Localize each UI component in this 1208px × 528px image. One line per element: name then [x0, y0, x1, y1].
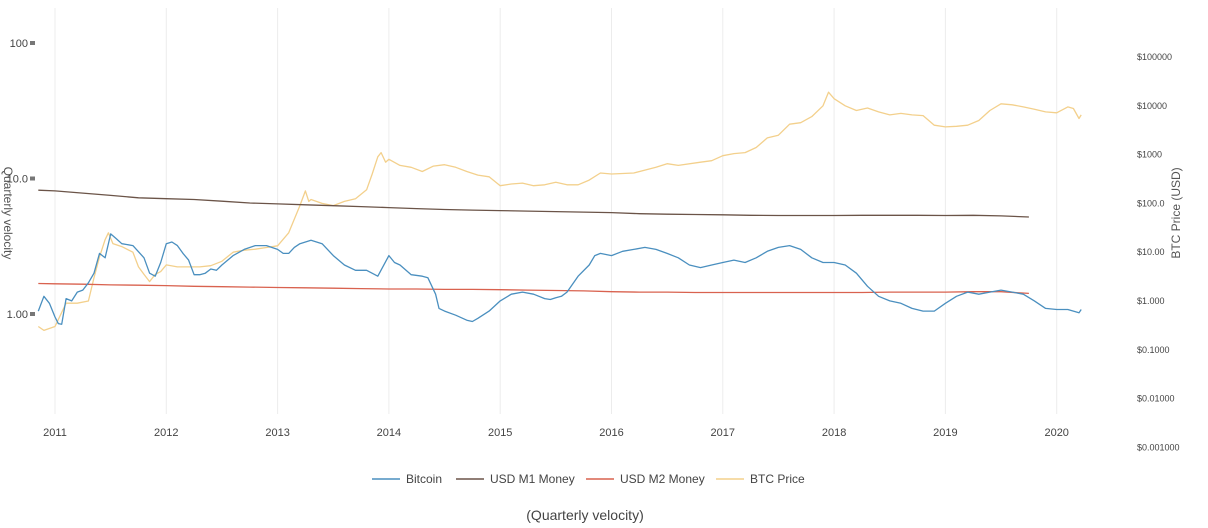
- x-tick-label: 2020: [1044, 427, 1068, 439]
- y-left-tick-mark: [30, 41, 35, 45]
- x-tick-label: 2016: [599, 427, 623, 439]
- y-right-tick-label: $10.00: [1137, 247, 1165, 257]
- x-tick-label: 2014: [377, 427, 401, 439]
- series-line-usd-m2-money: [38, 282, 1029, 295]
- y-left-tick-label: 1.00: [7, 309, 28, 321]
- x-tick-label: 2013: [265, 427, 289, 439]
- left-y-axis-title: Quarterly velocity: [1, 167, 15, 260]
- y-left-tick-mark: [30, 312, 35, 316]
- legend-label: USD M1 Money: [490, 472, 575, 486]
- legend-label: USD M2 Money: [620, 472, 705, 486]
- legend: Bitcoin USD M1 Money USD M2 Money BTC Price: [372, 472, 805, 486]
- series-line-btc-price: [37, 91, 1082, 332]
- legend-label: BTC Price: [750, 472, 805, 486]
- x-tick-label: 2019: [933, 427, 957, 439]
- series-line-usd-m1-money: [38, 189, 1029, 218]
- y-right-tick-label: $100000: [1137, 52, 1172, 62]
- right-y-axis-ticks: $100000 $10000 $1000 $100.0 $10.00 $1.000 $0.1…: [1137, 52, 1180, 452]
- right-y-axis-title: BTC Price (USD): [1169, 167, 1183, 258]
- x-tick-label: 2018: [822, 427, 846, 439]
- y-right-tick-label: $1000: [1137, 150, 1162, 160]
- x-tick-label: 2012: [154, 427, 178, 439]
- y-right-tick-label: $0.1000: [1137, 345, 1170, 355]
- y-right-tick-label: $10000: [1137, 101, 1167, 111]
- y-right-tick-label: $0.01000: [1137, 394, 1175, 404]
- y-left-tick-mark: [30, 176, 35, 181]
- y-left-tick-label: 100: [10, 38, 28, 50]
- x-axis-ticks: 2011 2012 2013 2014 2015 2016 2017 2018 2019 2020: [43, 427, 1069, 439]
- x-tick-label: 2017: [711, 427, 735, 439]
- y-right-tick-label: $1.000: [1137, 296, 1165, 306]
- series-line-bitcoin: [37, 233, 1082, 325]
- y-left-tick-label: 10.0: [7, 174, 28, 186]
- series-layer: [37, 91, 1082, 332]
- y-right-tick-label: $0.001000: [1137, 442, 1180, 452]
- y-right-tick-label: $100.0: [1137, 198, 1165, 208]
- x-tick-label: 2015: [488, 427, 512, 439]
- legend-label: Bitcoin: [406, 472, 442, 486]
- x-tick-label: 2011: [43, 427, 67, 439]
- chart-caption: (Quarterly velocity): [526, 507, 644, 523]
- left-y-axis-ticks: 100 10.0 1.00: [7, 38, 35, 321]
